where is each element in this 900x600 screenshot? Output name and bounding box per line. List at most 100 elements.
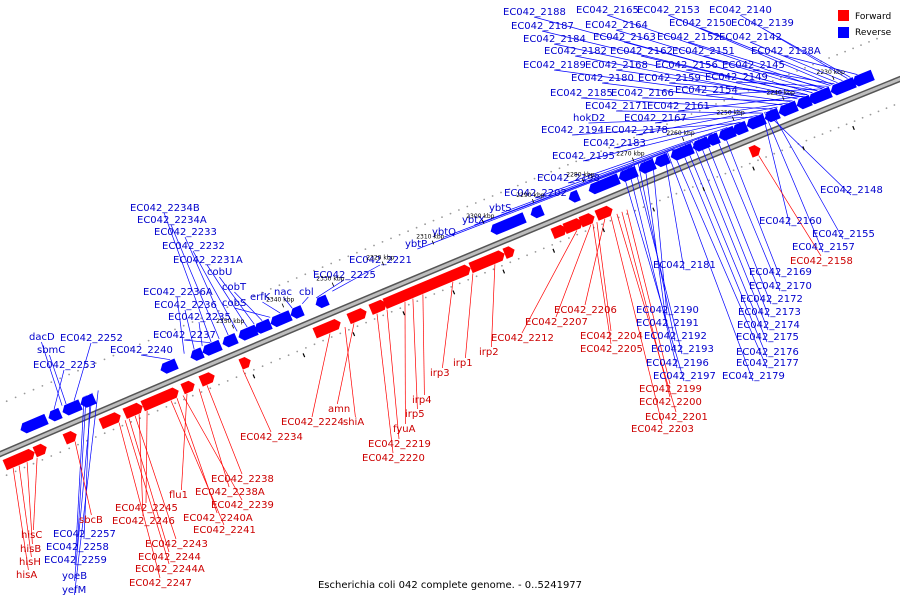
guide-dot <box>893 104 896 106</box>
gene-label-ec042-2185: EC042_2185 <box>550 88 613 99</box>
guide-dot <box>23 466 26 469</box>
gene-label-ec042-2155: EC042_2155 <box>812 229 875 240</box>
guide-dot <box>788 73 790 76</box>
reverse-gene-arrow <box>62 399 83 416</box>
guide-dot <box>432 219 435 222</box>
leader-line-irp1 <box>465 273 474 359</box>
gene-label-ec042-2197: EC042_2197 <box>653 371 716 382</box>
leader-line-ec042-2156 <box>685 69 818 92</box>
guide-dot <box>235 302 238 305</box>
guide-dot <box>509 261 512 264</box>
gene-label-ec042-2195: EC042_2195 <box>552 151 615 162</box>
guide-dot <box>748 162 751 165</box>
guide-dot <box>287 280 289 283</box>
leader-line-ec042-2196 <box>628 167 678 369</box>
gene-label-ec042-2247: EC042_2247 <box>129 578 192 589</box>
guide-dot <box>399 307 402 310</box>
leader-line-ec042-2158 <box>758 155 822 257</box>
legend-forward-swatch <box>838 10 849 21</box>
reverse-gene-arrow <box>706 132 721 146</box>
guide-dot <box>424 223 426 226</box>
leader-line-sbmc <box>49 354 67 405</box>
gene-label-ec042-2160: EC042_2160 <box>759 216 822 227</box>
leader-line-ec042-2258 <box>76 395 87 553</box>
forward-gene-arrow <box>550 224 567 239</box>
gene-label-irp4: irp4 <box>412 395 432 406</box>
gene-label-ec042-2205: EC042_2205 <box>580 344 643 355</box>
guide-dot <box>601 223 603 226</box>
guide-dot <box>845 123 848 126</box>
guide-dot <box>525 181 527 184</box>
guide-dot <box>449 212 452 215</box>
leader-line-ec042-2241 <box>170 400 225 526</box>
scale-tick-label: 2280 kbp <box>566 171 594 178</box>
guide-dot <box>226 306 229 309</box>
leader-line-flu1 <box>181 393 188 491</box>
guide-dot <box>616 143 619 146</box>
leader-line-hokd2 <box>588 116 753 124</box>
gene-label-ec042-2234a: EC042_2234A <box>137 215 207 226</box>
minor-mark <box>402 311 406 316</box>
leader-line-ec042-2199 <box>626 209 671 385</box>
guide-dot <box>112 428 115 431</box>
leader-line-cobu <box>219 276 255 325</box>
guide-dot <box>491 195 494 197</box>
guide-dot <box>533 177 536 180</box>
guide-dot <box>559 240 562 243</box>
guide-dot <box>844 50 846 53</box>
leader-line-ec042-2233 <box>184 236 229 336</box>
reverse-gene-arrow <box>270 310 293 328</box>
guide-dot <box>821 133 824 136</box>
minor-mark <box>552 248 556 253</box>
guide-dot <box>261 365 264 368</box>
guide-dot <box>740 166 743 168</box>
gene-label-ec042-2166: EC042_2166 <box>611 88 674 99</box>
leader-line-ec042-2152 <box>687 41 831 86</box>
gene-label-ec042-2204: EC042_2204 <box>580 331 643 342</box>
guide-dot <box>876 37 878 40</box>
reverse-gene-arrow <box>778 100 799 117</box>
scale-tick-label: 2350 kbp <box>216 318 244 325</box>
reverse-gene-arrow <box>808 86 833 105</box>
guide-dot <box>330 262 333 265</box>
reverse-gene-arrow <box>48 407 63 422</box>
gene-label-cobs: cobS <box>222 298 246 309</box>
gene-label-ec042-2172: EC042_2172 <box>740 294 803 305</box>
leader-line-ec042-2225 <box>316 279 345 299</box>
guide-dot <box>683 189 686 192</box>
guide-dot <box>642 206 645 209</box>
guide-dot <box>869 113 872 116</box>
guide-dot <box>698 109 701 112</box>
gene-label-ec042-2198: EC042_2198 <box>537 173 600 184</box>
gene-label-ec042-2258: EC042_2258 <box>46 542 109 553</box>
gene-label-ec042-2177: EC042_2177 <box>736 358 799 369</box>
scale-tick-label: 2300 kbp <box>466 213 494 220</box>
forward-gene-arrow <box>404 264 471 300</box>
leader-line-ec042-2153 <box>667 14 833 86</box>
guide-dot <box>94 436 97 438</box>
gene-label-ec042-2150: EC042_2150 <box>669 18 732 29</box>
leader-line-ec042-2184 <box>553 43 803 98</box>
leader-line-ec042-2149 <box>735 81 829 87</box>
minor-mark <box>302 353 306 358</box>
guide-dot <box>373 318 376 320</box>
guide-dot <box>458 209 460 211</box>
gene-label-ec042-2179: EC042_2179 <box>722 371 785 382</box>
leader-line-ec042-2145 <box>752 69 835 85</box>
scale-tick <box>581 178 585 183</box>
gene-label-ec042-2178: EC042_2178 <box>605 125 668 136</box>
guide-dot <box>715 103 717 105</box>
leader-line-hisb <box>26 462 33 545</box>
gene-label-ec042-2174: EC042_2174 <box>737 320 800 331</box>
leader-line-ec042-2243 <box>134 415 177 540</box>
guide-dot <box>885 107 888 110</box>
reverse-gene-arrow <box>618 166 639 182</box>
guide-dot <box>322 339 324 342</box>
gene-label-ec042-2181: EC042_2181 <box>653 260 716 271</box>
scale-tick <box>331 282 335 287</box>
gene-label-ec042-2154: EC042_2154 <box>675 85 738 96</box>
reverse-gene-arrow <box>530 204 545 219</box>
leader-line-irp3 <box>442 281 454 369</box>
gene-label-amn: amn <box>328 404 350 415</box>
gene-label-ec042-2237: EC042_2237 <box>153 330 216 341</box>
